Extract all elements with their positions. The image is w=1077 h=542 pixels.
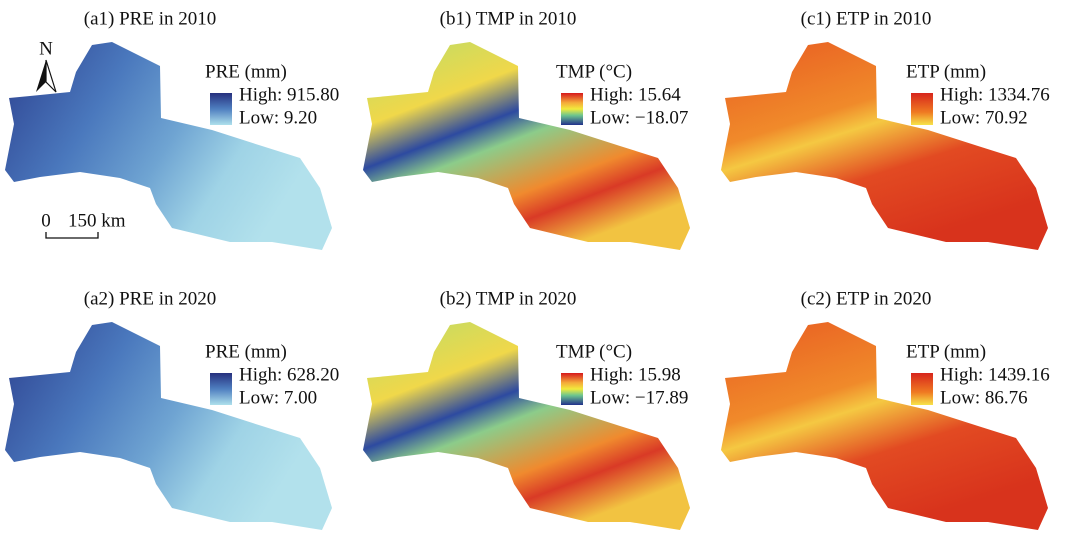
map-panel: (c2) ETP in 2020 ETP (mm)High: 1439.16Low…	[721, 288, 1050, 530]
scale-bar: 0 150 km	[41, 210, 126, 238]
scale-zero: 0	[41, 210, 51, 231]
legend-ramp	[210, 373, 232, 405]
north-label: N	[39, 38, 53, 59]
legend-title: TMP (°C)	[556, 61, 632, 82]
legend-high: High: 15.64	[590, 84, 681, 105]
legend-title: PRE (mm)	[205, 61, 287, 82]
north-arrow-right	[46, 60, 56, 92]
north-arrow-left	[36, 60, 46, 92]
map-panel: (b2) TMP in 2020 TMP (°C)High: 15.98Low: …	[363, 288, 690, 530]
legend-low: Low: 86.76	[940, 387, 1028, 408]
map-region	[721, 42, 1048, 250]
legend-ramp	[561, 93, 583, 125]
map-panel: (c1) ETP in 2010 ETP (mm)High: 1334.76Low…	[721, 8, 1050, 250]
panel-title: (c2) ETP in 2020	[801, 288, 932, 309]
legend-low: Low: 9.20	[239, 107, 317, 128]
legend-low: Low: 7.00	[239, 387, 317, 408]
legend-high: High: 1334.76	[940, 84, 1050, 105]
legend-high: High: 915.80	[239, 84, 339, 105]
legend-ramp	[561, 373, 583, 405]
legend-ramp	[911, 93, 933, 125]
figure: (a1) PRE in 2010PRE (mm)High: 915.80Low:…	[0, 0, 1077, 542]
panel-title: (b1) TMP in 2010	[440, 8, 577, 29]
map-region	[363, 322, 690, 530]
map-region	[363, 42, 690, 250]
legend-low: Low: 70.92	[940, 107, 1028, 128]
map-region	[721, 322, 1048, 530]
scale-label: 150 km	[68, 210, 126, 231]
legend-high: High: 15.98	[590, 364, 681, 385]
map-panel: (a1) PRE in 2010 PRE (mm)High: 915.80Low:…	[5, 8, 339, 250]
legend-high: High: 1439.16	[940, 364, 1050, 385]
legend-title: ETP (mm)	[906, 61, 986, 82]
panel-title: (b2) TMP in 2020	[440, 288, 577, 309]
legend-title: TMP (°C)	[556, 341, 632, 362]
map-panel: (a2) PRE in 2020 PRE (mm)High: 628.20Low:…	[5, 288, 339, 530]
legend-ramp	[911, 373, 933, 405]
legend-high: High: 628.20	[239, 364, 339, 385]
map-panel: (b1) TMP in 2010 TMP (°C)High: 15.64Low: …	[363, 8, 690, 250]
scale-line	[46, 232, 98, 238]
legend-ramp	[210, 93, 232, 125]
panel-title: (c1) ETP in 2010	[801, 8, 932, 29]
north-arrow: N	[36, 38, 56, 92]
legend-low: Low: −17.89	[590, 387, 688, 408]
panel-title: (a2) PRE in 2020	[84, 288, 216, 309]
legend-low: Low: −18.07	[590, 107, 688, 128]
legend-title: ETP (mm)	[906, 341, 986, 362]
panel-title: (a1) PRE in 2010	[84, 8, 216, 29]
legend-title: PRE (mm)	[205, 341, 287, 362]
